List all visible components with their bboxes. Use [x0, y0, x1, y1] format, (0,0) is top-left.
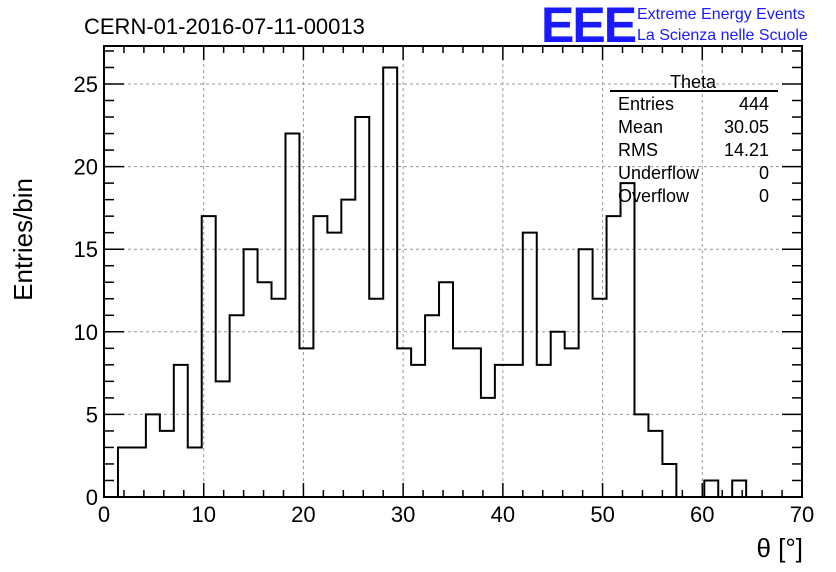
eee-logo: EEE Extreme Energy Events La Scienza nel… — [541, 0, 808, 53]
y-tick-label: 25 — [74, 72, 98, 97]
stats-box: Theta Entries 444 Mean 30.05 RMS 14.21 Underfl… — [610, 72, 778, 206]
histogram-outline — [116, 66, 748, 498]
x-tick-label: 30 — [391, 502, 415, 527]
axis-ticks — [103, 46, 803, 498]
stats-row-label: Entries — [618, 94, 674, 114]
y-tick-label: 15 — [74, 237, 98, 262]
grid — [104, 46, 802, 497]
x-tick-label: 0 — [98, 502, 110, 527]
stats-row-label: Mean — [618, 117, 663, 137]
stats-rows: Entries 444 Mean 30.05 RMS 14.21 Underflow 0 Ove… — [618, 94, 769, 206]
x-tick-label: 70 — [790, 502, 814, 527]
stats-row-value: 444 — [739, 94, 769, 114]
stats-row-label: RMS — [618, 140, 658, 160]
stats-row-value: 0 — [759, 163, 769, 183]
stats-row-value: 14.21 — [724, 140, 769, 160]
x-axis-title: θ [°] — [756, 533, 803, 563]
x-tick-labels: 0 10 20 30 40 50 60 70 — [98, 502, 814, 527]
x-tick-label: 50 — [590, 502, 614, 527]
y-tick-label: 5 — [86, 402, 98, 427]
y-tick-label: 0 — [86, 485, 98, 510]
x-tick-label: 20 — [291, 502, 315, 527]
y-tick-labels: 0 5 10 15 20 25 — [74, 72, 98, 510]
x-tick-label: 10 — [191, 502, 215, 527]
stats-box-title: Theta — [670, 72, 717, 92]
stats-row-value: 30.05 — [724, 117, 769, 137]
stats-row-label: Underflow — [618, 163, 700, 183]
y-axis-title: Entries/bin — [8, 178, 38, 301]
logo-line-2: La Scienza nelle Scuole — [637, 27, 808, 44]
x-tick-label: 40 — [491, 502, 515, 527]
y-tick-label: 10 — [74, 320, 98, 345]
x-tick-label: 60 — [690, 502, 714, 527]
stats-row-value: 0 — [759, 186, 769, 206]
logo-mark: EEE — [541, 0, 636, 53]
stats-row-label: Overflow — [618, 186, 690, 206]
y-tick-label: 20 — [74, 155, 98, 180]
logo-line-1: Extreme Energy Events — [637, 6, 805, 23]
run-title: CERN-01-2016-07-11-00013 — [84, 14, 365, 39]
plot-frame — [103, 45, 803, 498]
